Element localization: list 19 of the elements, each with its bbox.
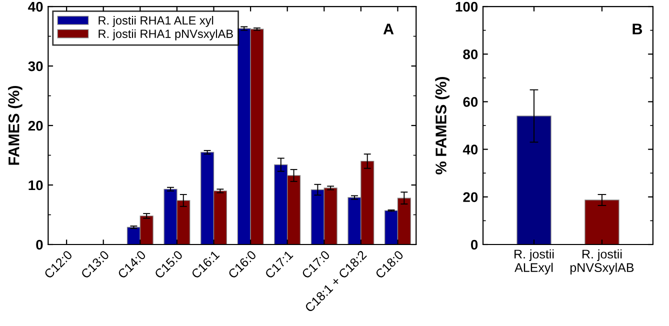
y-tick-label: 0 <box>36 240 43 250</box>
y-tick-label: 10 <box>28 180 43 190</box>
y-tick-label: 40 <box>28 2 43 12</box>
y-tick-label: 20 <box>463 192 478 202</box>
y-tick-label: 100 <box>456 2 478 12</box>
y-tick-label: 20 <box>28 120 43 131</box>
annotation: B <box>632 24 642 34</box>
x-tick-label: R. jostii pNVSxylAB <box>570 249 634 274</box>
y-tick-label: 0 <box>470 240 478 250</box>
y-tick-label: 40 <box>462 144 478 154</box>
y-axis-title: FAMES (%) <box>8 86 22 165</box>
y-axis-title: % FAMES (%) <box>435 77 450 174</box>
y-tick-label: 60 <box>463 97 478 107</box>
y-tick-label: 80 <box>463 49 478 60</box>
x-tick-label: R. jostii ALExyl <box>514 249 554 274</box>
legend-label: R. jostii RHA1 pNVsxylAB <box>98 29 233 40</box>
y-tick-label: 30 <box>28 61 43 72</box>
annotation: A <box>383 24 394 34</box>
legend-label: R. jostii RHA1 ALE xyl <box>98 16 214 27</box>
